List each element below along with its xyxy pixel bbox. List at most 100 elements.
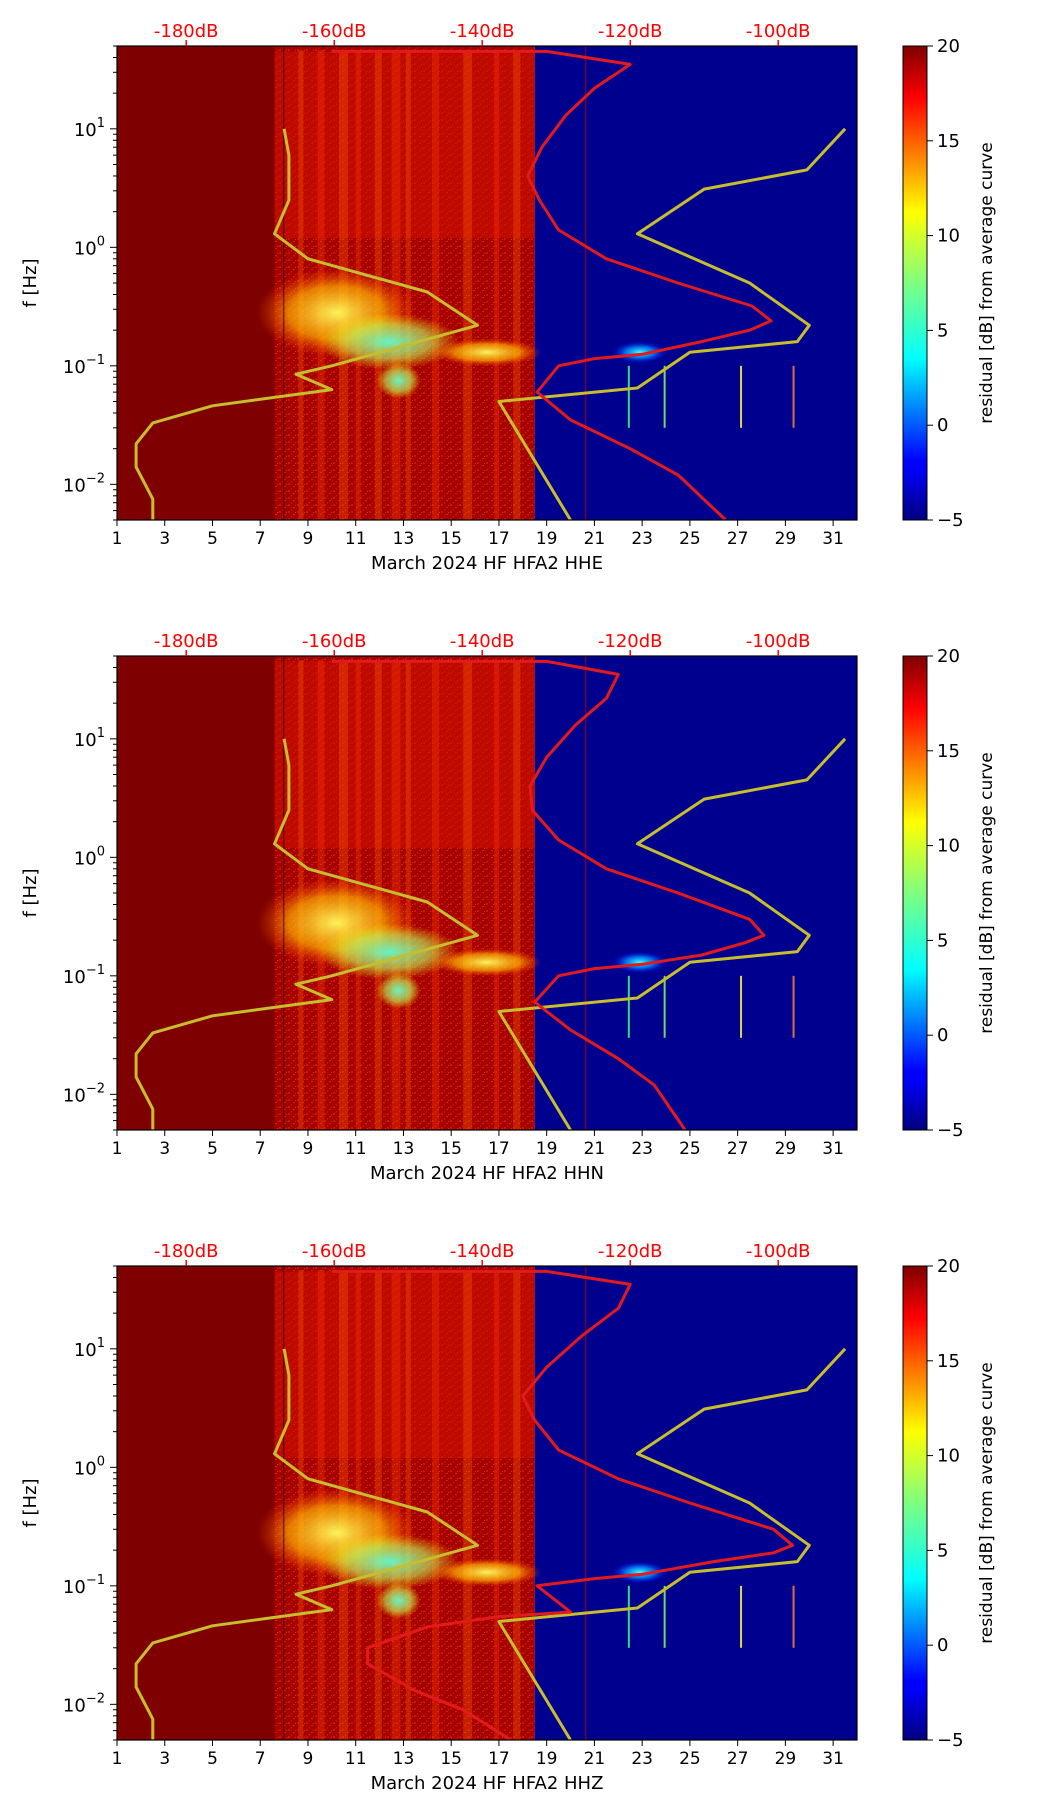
- heatmap-transient: [740, 365, 743, 428]
- y-tick-label: 100: [74, 844, 105, 869]
- red-average-curve: [331, 49, 773, 520]
- colorbar: [902, 45, 928, 521]
- heatmap-streak: [405, 660, 411, 1130]
- heatmap-lowfreq-spot: [376, 972, 421, 1009]
- yellow-model-curve-right: [497, 127, 847, 520]
- y-axis-label: f [Hz]: [20, 868, 41, 917]
- heatmap-microseism-tail: [432, 338, 542, 367]
- y-tick-label: 10−2: [63, 1691, 105, 1716]
- x-tick-label: 23: [631, 1749, 653, 1769]
- x-tick-label: 19: [536, 529, 558, 549]
- x-tick-label: 21: [584, 1139, 606, 1159]
- x-tick-label: 15: [440, 529, 462, 549]
- y-tick-label: 10−2: [63, 471, 105, 496]
- y-axis-label: f [Hz]: [20, 258, 41, 307]
- heatmap-microseism-peak: [319, 923, 460, 980]
- x-tick-label: 19: [536, 1749, 558, 1769]
- heatmap-microseism-tail: [432, 1558, 542, 1587]
- x-tick-label: 17: [488, 1749, 510, 1769]
- heatmap-streak: [405, 1270, 411, 1740]
- colorbar-tick-label: 20: [937, 36, 960, 57]
- heatmap-streak: [432, 1270, 440, 1740]
- heatmap-low-region: [534, 656, 857, 1130]
- heatmap-streak: [494, 660, 500, 1130]
- yellow-model-curve-left: [134, 128, 479, 520]
- heatmap-streak: [463, 50, 473, 520]
- y-tick-label: 10−1: [63, 353, 105, 378]
- colorbar-tick-label: 0: [937, 1635, 948, 1656]
- yellow-model-curve-right: [497, 1347, 847, 1740]
- x-tick-label: 23: [631, 1139, 653, 1159]
- heatmap-hf-band: [274, 661, 535, 848]
- y-tick-label: 10−1: [63, 963, 105, 988]
- colorbar-tick-label: −5: [937, 510, 964, 531]
- x-tick-label: 9: [303, 1749, 314, 1769]
- x-tick-label: 5: [207, 529, 218, 549]
- top-db-label: -160dB: [302, 1241, 367, 1262]
- heatmap-blue-spot: [611, 951, 668, 974]
- heatmap-streak: [405, 50, 411, 520]
- x-tick-label: 3: [159, 1139, 170, 1159]
- x-axis-label: March 2024 HF HFA2 HHZ: [371, 1773, 604, 1794]
- x-tick-label: 1: [112, 1139, 123, 1159]
- heatmap-streak: [494, 1270, 500, 1740]
- y-tick-label: 100: [74, 234, 105, 259]
- top-db-label: -100dB: [746, 1241, 811, 1262]
- heatmap-transient: [792, 975, 795, 1038]
- heatmap-streak: [494, 50, 500, 520]
- heatmap-transient: [663, 365, 666, 428]
- top-db-label: -120dB: [598, 1241, 663, 1262]
- x-tick-label: 3: [159, 1749, 170, 1769]
- heatmap-low-region: [534, 46, 857, 520]
- heatmap-lowfreq-spot: [376, 1582, 421, 1619]
- x-tick-label: 7: [255, 1749, 266, 1769]
- y-tick-label: 101: [74, 726, 105, 751]
- heatmap-transient: [740, 1585, 743, 1648]
- x-tick-label: 25: [679, 529, 701, 549]
- colorbar-label: residual [dB] from average curve: [977, 1362, 997, 1643]
- x-tick-label: 13: [393, 1749, 415, 1769]
- colorbar-tick-label: 0: [937, 1025, 948, 1046]
- x-tick-label: 9: [303, 529, 314, 549]
- x-tick-label: 27: [727, 1139, 749, 1159]
- yellow-model-curve-right: [497, 737, 847, 1130]
- y-tick-label: 10−2: [63, 1081, 105, 1106]
- x-tick-label: 9: [303, 1139, 314, 1159]
- colorbar-tick-label: 10: [937, 836, 960, 857]
- top-db-label: -140dB: [450, 21, 515, 42]
- heatmap-streak: [463, 1270, 473, 1740]
- top-db-label: -100dB: [746, 631, 811, 652]
- colorbar-tick-label: −5: [937, 1120, 964, 1141]
- x-tick-label: 1: [112, 1749, 123, 1769]
- colorbar: [902, 655, 928, 1131]
- heatmap-low-region: [534, 1266, 857, 1740]
- top-db-label: -120dB: [598, 631, 663, 652]
- x-tick-label: 13: [393, 529, 415, 549]
- x-tick-label: 29: [775, 1749, 797, 1769]
- colorbar-tick-label: 15: [937, 1351, 960, 1372]
- x-tick-label: 7: [255, 1139, 266, 1159]
- heatmap-transient: [663, 1585, 666, 1648]
- colorbar-tick-label: 20: [937, 1256, 960, 1277]
- x-tick-label: 19: [536, 1139, 558, 1159]
- x-tick-label: 15: [440, 1139, 462, 1159]
- heatmap-streak: [513, 1270, 521, 1740]
- colorbar-tick-label: −5: [937, 1730, 964, 1751]
- x-tick-label: 11: [345, 1749, 367, 1769]
- plot-area: [117, 46, 857, 520]
- x-tick-label: 5: [207, 1139, 218, 1159]
- heatmap-microseism-peak: [319, 313, 460, 370]
- yellow-model-curve-left: [134, 738, 479, 1130]
- x-tick-label: 11: [345, 529, 367, 549]
- colorbar-tick-label: 20: [937, 646, 960, 667]
- heatmap-transient: [792, 365, 795, 428]
- heatmap-blue-spot: [611, 341, 668, 364]
- heatmap-lowfreq-spot: [376, 362, 421, 399]
- heatmap-gap-line: [282, 656, 285, 1130]
- y-tick-label: 101: [74, 1336, 105, 1361]
- top-db-label: -100dB: [746, 21, 811, 42]
